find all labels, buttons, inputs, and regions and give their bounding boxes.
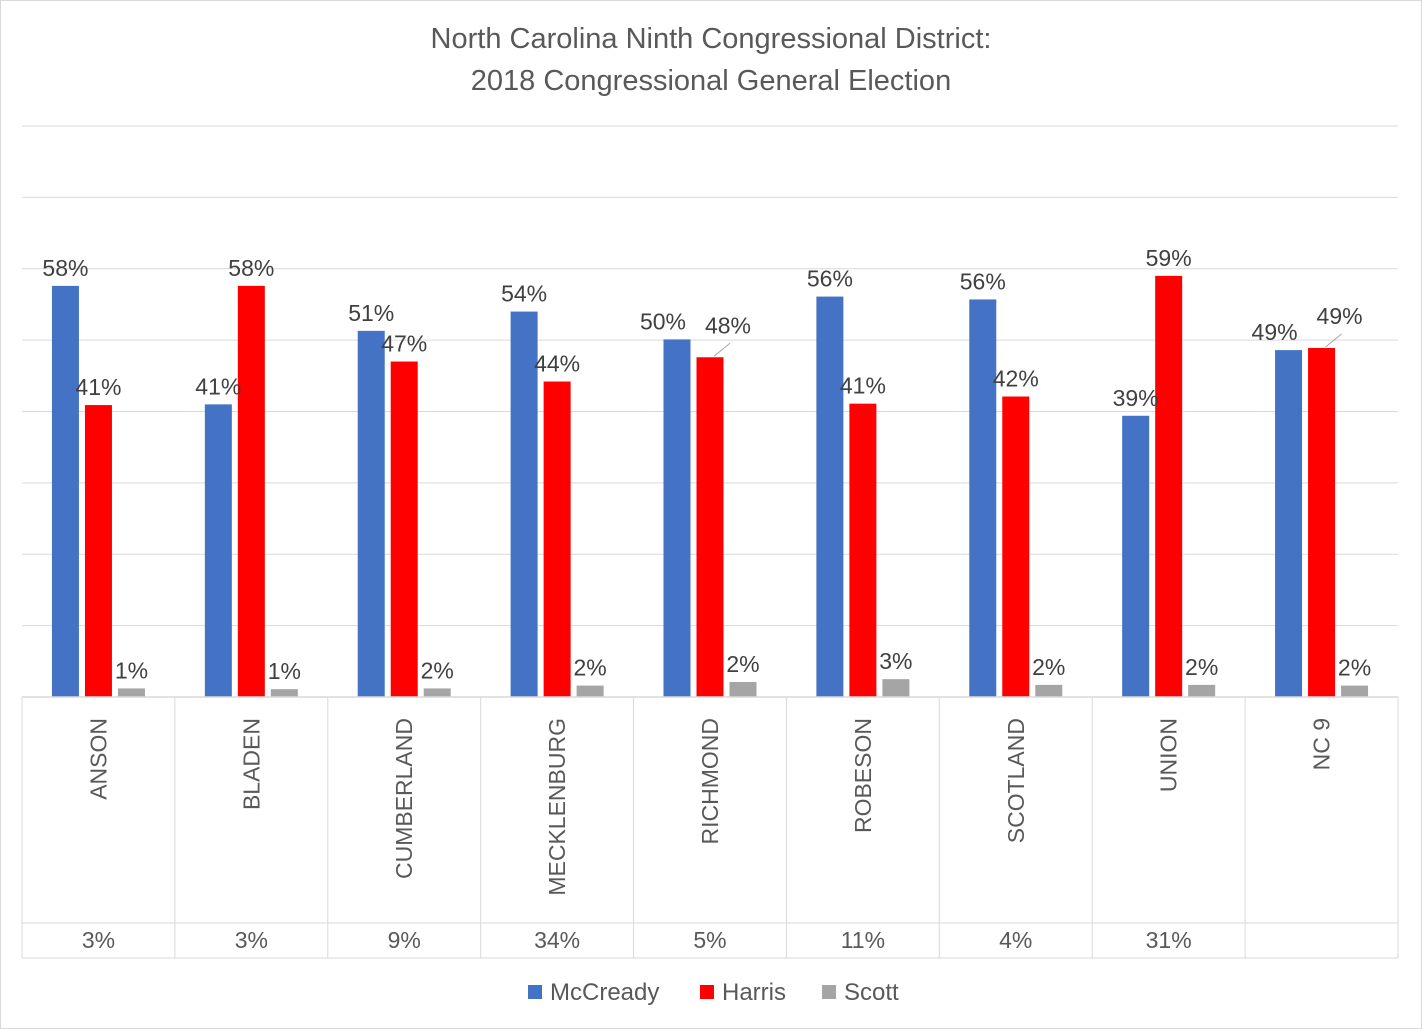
chart-title-line-2: 2018 Congressional General Election [471,65,951,97]
category-share-label: 3% [235,927,268,953]
bar-scott-cumberland [423,688,451,697]
data-label: 2% [726,651,759,677]
data-label: 49% [1317,303,1363,329]
label-leader-line [1325,333,1342,348]
legend-swatch-mccready [528,985,542,999]
bar-mccready-bladen [204,404,232,697]
bar-harris-mecklenburg [543,381,571,697]
bar-harris-richmond [696,357,724,697]
bar-harris-anson [84,405,112,697]
legend-swatch-harris [700,985,714,999]
data-label: 2% [421,657,454,683]
bar-mccready-anson [51,285,79,697]
data-label: 41% [840,373,886,399]
bar-mccready-cumberland [357,330,385,697]
legend-swatch-scott [822,985,836,999]
category-tick-label: NC 9 [1309,718,1335,770]
category-tick-label: RICHMOND [697,718,723,845]
data-label: 50% [640,308,686,334]
data-label: 58% [42,255,88,281]
bar-scott-robeson [882,679,910,697]
bar-harris-nc-9 [1308,347,1336,697]
category-share-label: 9% [388,927,421,953]
bar-scott-anson [117,688,145,697]
data-label: 3% [879,648,912,674]
bar-mccready-richmond [663,339,691,697]
category-share-label: 31% [1146,927,1192,953]
chart-title-line-1: North Carolina Ninth Congressional Distr… [431,23,992,55]
bar-harris-bladen [237,285,265,697]
data-label: 59% [1146,245,1192,271]
data-label: 41% [195,373,241,399]
data-label: 2% [1032,654,1065,680]
data-label: 1% [115,657,148,683]
bar-scott-mecklenburg [576,685,604,697]
category-tick-label: MECKLENBURG [544,718,570,896]
category-tick-label: UNION [1156,718,1182,792]
data-label: 58% [228,255,274,281]
bar-mccready-scotland [969,299,997,697]
bar-mccready-union [1122,415,1150,697]
bar-mccready-mecklenburg [510,311,538,697]
bar-scott-nc-9 [1341,685,1369,697]
bar-harris-cumberland [390,361,418,697]
data-label: 47% [381,331,427,357]
category-tick-label: SCOTLAND [1003,718,1029,843]
data-label: 2% [1185,654,1218,680]
data-labels: 58% 41% 1% 41% 58% 1% 51% 47% 2% 54% 44% 2% 50% 48% 2%… [42,245,1371,684]
bar-scott-scotland [1035,684,1063,697]
data-label: 1% [268,658,301,684]
bar-mccready-nc-9 [1275,350,1303,697]
data-label: 39% [1113,385,1159,411]
category-tick-label: ROBESON [850,718,876,833]
data-label: 41% [75,374,121,400]
legend-label-harris: Harris [722,979,786,1006]
data-label: 2% [573,655,606,681]
bar-scott-union [1188,684,1216,697]
legend-label-mccready: McCready [550,979,659,1006]
data-label: 54% [501,281,547,307]
data-label: 56% [807,266,853,292]
data-label: 51% [348,300,394,326]
data-label: 56% [960,268,1006,294]
category-share-label: 5% [693,927,726,953]
data-label: 44% [534,351,580,377]
category-tick-label: CUMBERLAND [391,718,417,879]
label-leader-line [713,342,731,357]
bar-harris-union [1155,275,1183,697]
category-tick-label: BLADEN [238,718,264,810]
data-label: 2% [1338,655,1371,681]
legend-label-scott: Scott [844,979,899,1006]
data-label: 48% [705,312,751,338]
bar-harris-scotland [1002,396,1030,697]
category-tick-label: ANSON [85,718,111,800]
category-table: ANSON 3% BLADEN 3% CUMBERLAND 9% MECKLENBURG 34… [21,696,1399,959]
bars [51,275,1369,697]
data-label: 42% [993,366,1039,392]
legend: McCready Harris Scott [528,979,899,1006]
category-share-label: 4% [999,927,1032,953]
bar-mccready-robeson [816,296,844,697]
bar-harris-robeson [849,403,877,697]
category-share-label: 11% [841,927,885,953]
category-share-label: 3% [82,927,115,953]
bar-scott-richmond [729,682,757,697]
data-label: 49% [1252,319,1298,345]
category-share-label: 34% [534,927,580,953]
bar-scott-bladen [270,689,298,697]
